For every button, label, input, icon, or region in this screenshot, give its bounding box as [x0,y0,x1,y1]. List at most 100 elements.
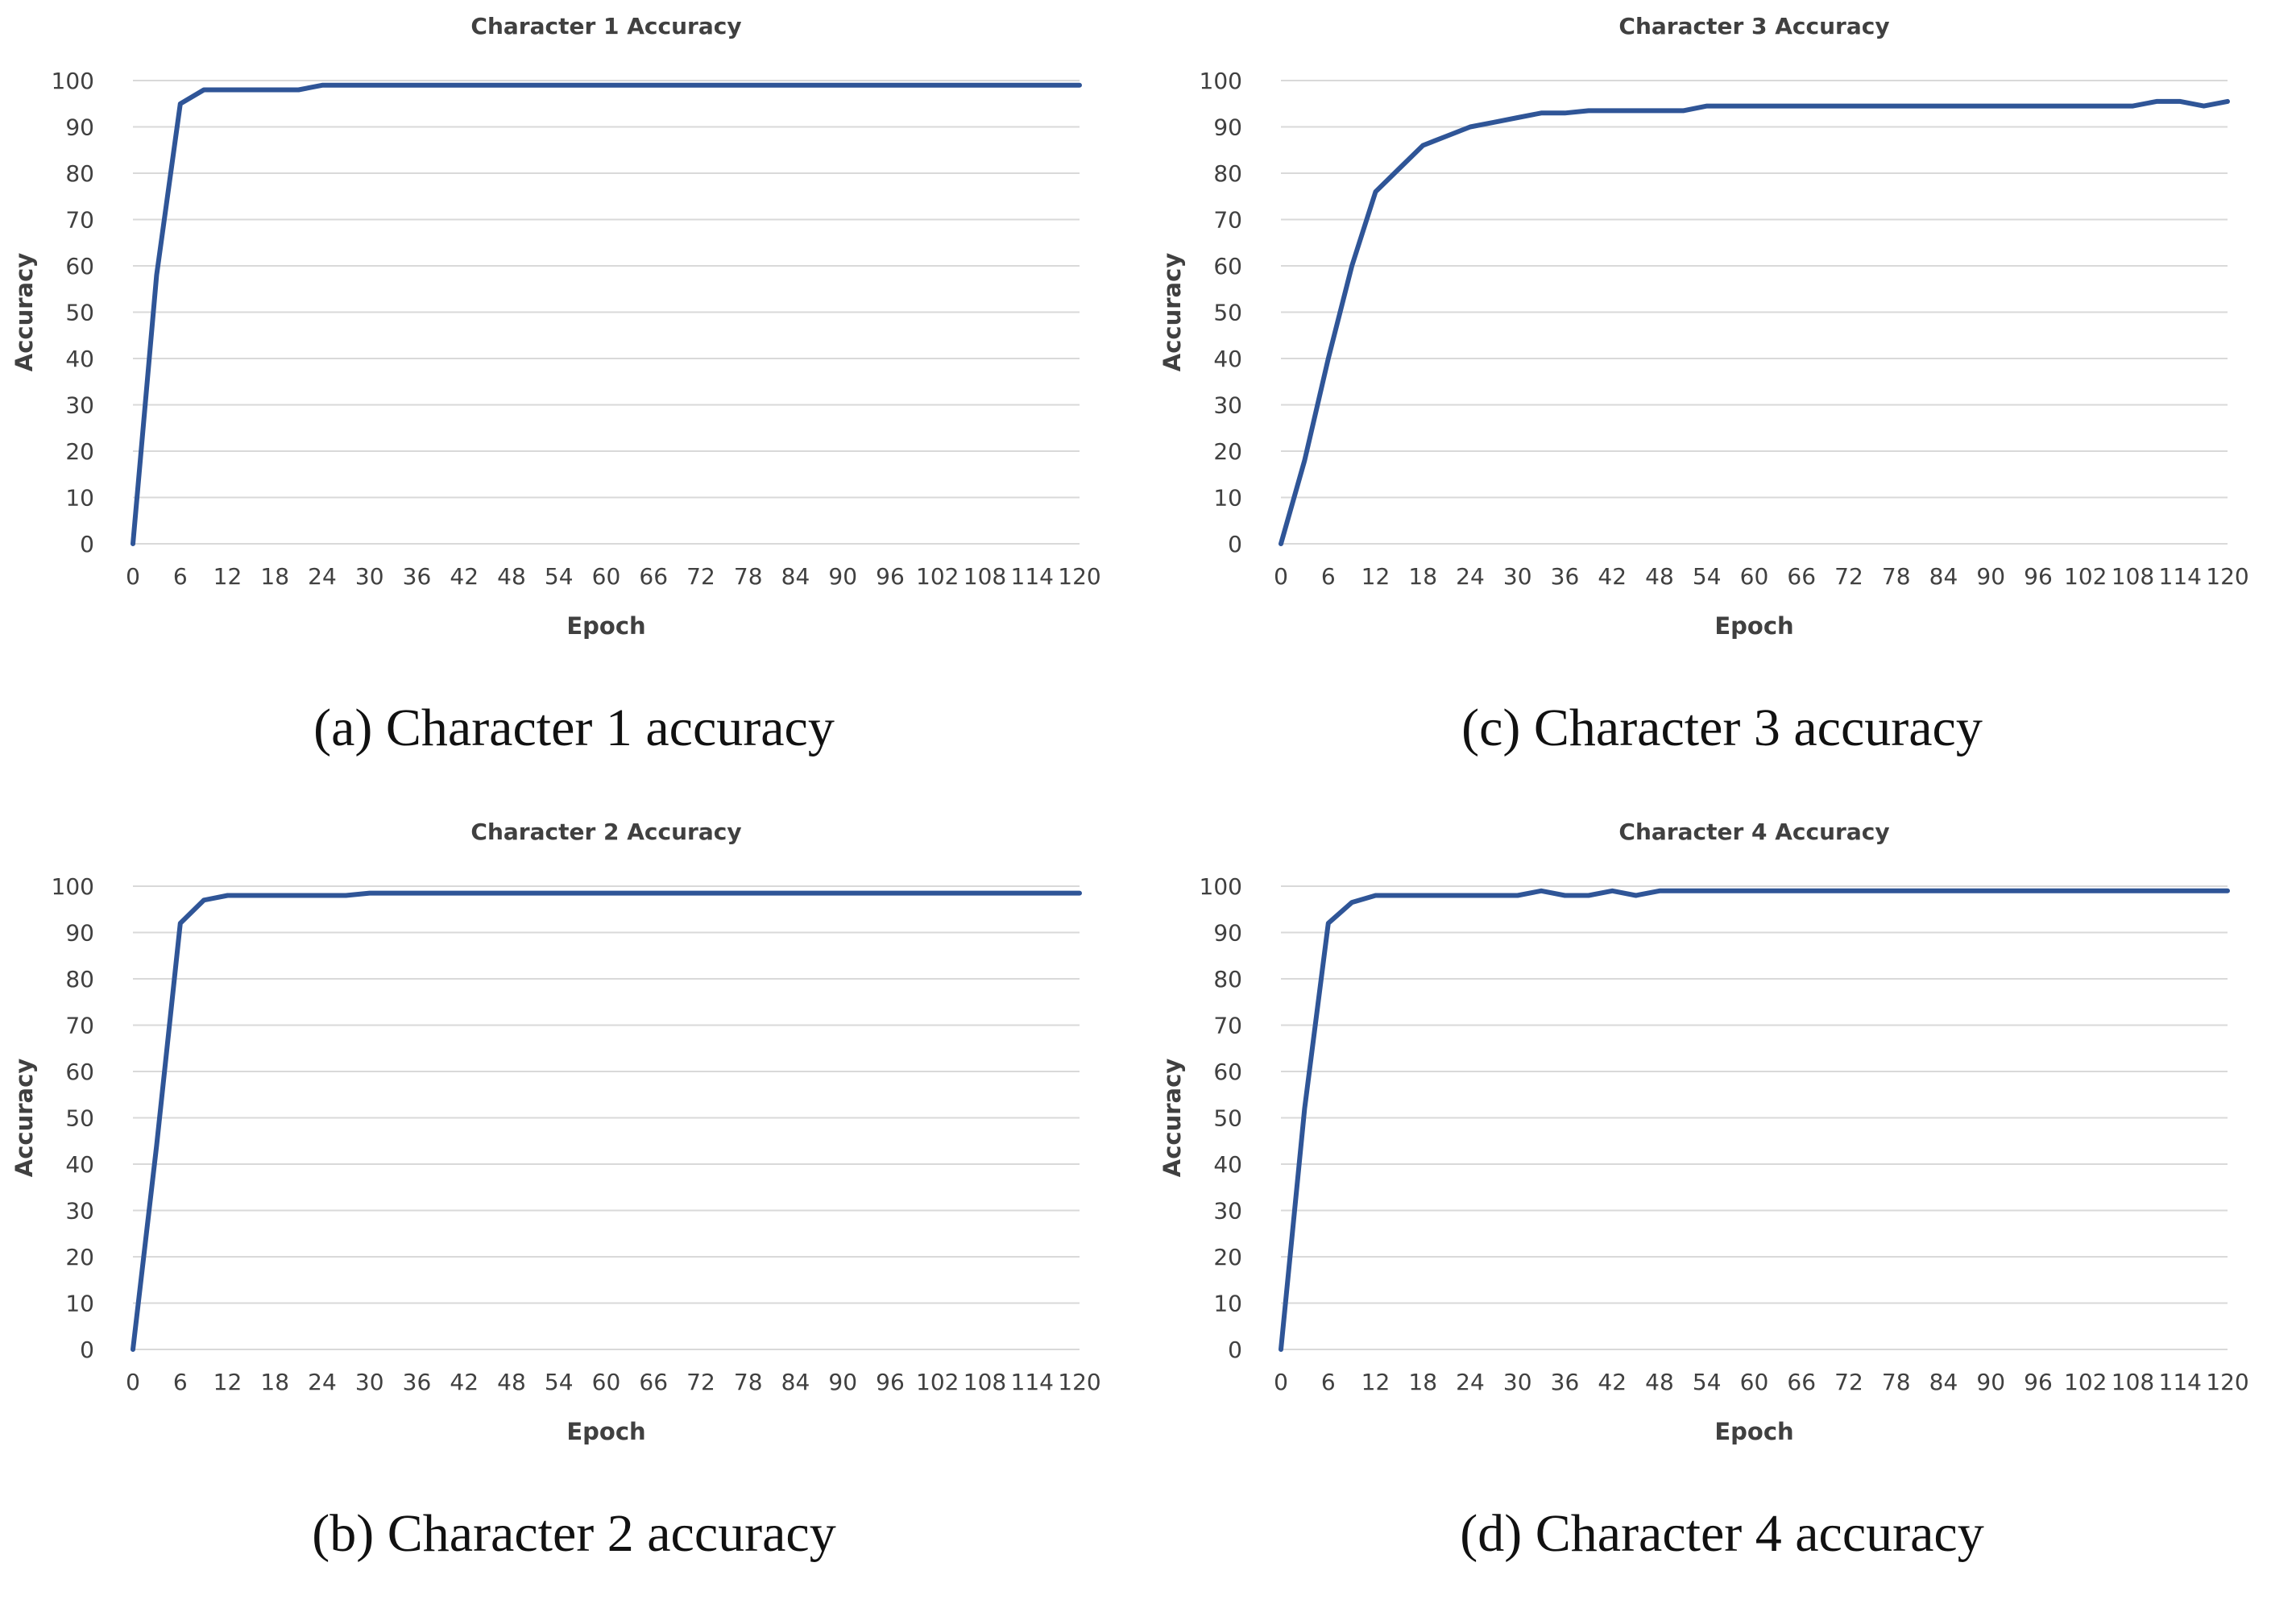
panel-c: Character 3 Accuracy 0 10 20 30 40 50 60 70 80 90 1… [1148,0,2296,798]
series-line-a-0 [131,82,1082,546]
y-axis-label-a: Accuracy [10,253,38,372]
y-tick-label-d-6: 60 [1213,1059,1242,1085]
x-tick-label-a-13: 78 [734,563,763,590]
x-tick-label-a-15: 90 [828,563,857,590]
y-axis-label-c: Accuracy [1158,253,1186,372]
x-tick-label-c-3: 18 [1408,563,1437,590]
x-tick-label-b-4: 24 [308,1369,337,1395]
x-tick-label-c-8: 48 [1645,563,1674,590]
x-tick-label-c-12: 72 [1834,563,1863,590]
x-tick-label-c-9: 54 [1693,563,1722,590]
y-tick-label-a-4: 40 [65,346,94,372]
chart-d: Character 4 Accuracy01020304050607080901… [1158,819,2249,1445]
x-tick-label-a-6: 36 [403,563,432,590]
x-tick-label-b-19: 114 [1011,1369,1054,1395]
x-tick-label-b-1: 6 [173,1369,188,1395]
x-tick-label-b-7: 42 [450,1369,479,1395]
x-tick-label-a-9: 54 [545,563,574,590]
x-tick-label-c-19: 114 [2159,563,2202,590]
y-tick-label-c-6: 60 [1213,253,1242,280]
y-tick-label-c-0: 0 [1228,531,1242,557]
x-tick-label-a-18: 108 [964,563,1006,590]
y-tick-label-d-7: 70 [1213,1013,1242,1039]
x-tick-label-d-19: 114 [2159,1369,2202,1395]
x-tick-label-b-20: 120 [1058,1369,1100,1395]
x-tick-label-a-5: 30 [355,563,384,590]
series-line-c-0 [1279,98,2230,546]
x-tick-label-b-18: 108 [964,1369,1006,1395]
y-tick-label-d-1: 10 [1213,1291,1242,1317]
x-tick-label-c-4: 24 [1456,563,1485,590]
x-tick-label-a-4: 24 [308,563,337,590]
x-tick-label-b-17: 102 [916,1369,959,1395]
y-tick-label-b-9: 90 [65,920,94,947]
x-tick-label-d-18: 108 [2112,1369,2154,1395]
x-tick-label-c-16: 96 [2024,563,2053,590]
x-tick-label-d-17: 102 [2064,1369,2107,1395]
panel-b: Character 2 Accuracy 0 10 20 30 40 50 60 70 80 90 1… [0,806,1148,1604]
x-tick-label-d-10: 60 [1740,1369,1769,1395]
y-tick-label-a-6: 60 [65,253,94,280]
x-tick-label-a-1: 6 [173,563,188,590]
y-tick-label-a-5: 50 [65,300,94,326]
x-tick-label-d-20: 120 [2206,1369,2248,1395]
x-tick-label-b-13: 78 [734,1369,763,1395]
x-tick-label-b-12: 72 [686,1369,715,1395]
y-tick-label-d-3: 30 [1213,1198,1242,1225]
x-axis-label-a: Epoch [566,612,645,640]
chart-title-c: Character 3 Accuracy [1618,13,1889,39]
x-tick-label-b-10: 60 [592,1369,621,1395]
y-axis-label-d: Accuracy [1158,1059,1186,1178]
caption-b: (b) Character 2 accuracy [312,1504,836,1563]
chart-title-d: Character 4 Accuracy [1618,819,1889,845]
caption-d: (d) Character 4 accuracy [1460,1504,1984,1563]
y-tick-label-a-10: 100 [52,68,94,94]
x-tick-label-b-11: 66 [639,1369,668,1395]
series-line-d-0 [1279,888,2230,1352]
y-tick-label-d-8: 80 [1213,966,1242,993]
x-tick-label-c-13: 78 [1882,563,1911,590]
y-tick-label-b-6: 60 [65,1059,94,1085]
chart-title-a: Character 1 Accuracy [470,13,741,39]
chart-b: Character 2 Accuracy01020304050607080901… [10,819,1101,1445]
x-tick-label-d-9: 54 [1693,1369,1722,1395]
x-tick-label-a-19: 114 [1011,563,1054,590]
x-tick-label-c-18: 108 [2112,563,2154,590]
y-tick-label-c-4: 40 [1213,346,1242,372]
x-tick-label-d-1: 6 [1321,1369,1336,1395]
series-line-b-0 [131,890,1082,1352]
x-axis-label-b: Epoch [566,1418,645,1445]
y-tick-label-c-5: 50 [1213,300,1242,326]
y-tick-label-d-9: 90 [1213,920,1242,947]
y-tick-label-b-0: 0 [80,1337,94,1363]
x-tick-label-a-7: 42 [450,563,479,590]
y-tick-label-a-0: 0 [80,531,94,557]
x-tick-label-a-20: 120 [1058,563,1100,590]
y-tick-label-b-8: 80 [65,966,94,993]
x-tick-label-c-1: 6 [1321,563,1336,590]
panel-a: Character 1 Accuracy 0 10 20 30 40 50 60 70 80 90 1… [0,0,1148,798]
x-tick-label-b-2: 12 [213,1369,242,1395]
x-tick-label-b-14: 84 [781,1369,810,1395]
x-tick-label-d-0: 0 [1274,1369,1288,1395]
y-tick-label-a-2: 20 [65,438,94,465]
caption-a: (a) Character 1 accuracy [313,698,835,757]
panel-d: Character 4 Accuracy 0 10 20 30 40 50 60 70 80 90 1… [1148,806,2296,1604]
y-tick-label-b-5: 50 [65,1105,94,1132]
x-tick-label-a-12: 72 [686,563,715,590]
y-tick-label-c-7: 70 [1213,207,1242,234]
x-tick-label-c-10: 60 [1740,563,1769,590]
x-tick-label-c-11: 66 [1787,563,1816,590]
x-tick-label-d-6: 36 [1551,1369,1580,1395]
y-tick-label-a-1: 10 [65,485,94,512]
x-tick-label-c-0: 0 [1274,563,1288,590]
y-tick-label-c-3: 30 [1213,392,1242,419]
y-tick-label-b-7: 70 [65,1013,94,1039]
y-tick-label-d-5: 50 [1213,1105,1242,1132]
y-tick-label-a-3: 30 [65,392,94,419]
x-tick-label-d-7: 42 [1598,1369,1627,1395]
x-tick-label-d-5: 30 [1503,1369,1532,1395]
x-axis-label-c: Epoch [1714,612,1793,640]
x-tick-label-a-11: 66 [639,563,668,590]
x-tick-label-a-0: 0 [126,563,140,590]
